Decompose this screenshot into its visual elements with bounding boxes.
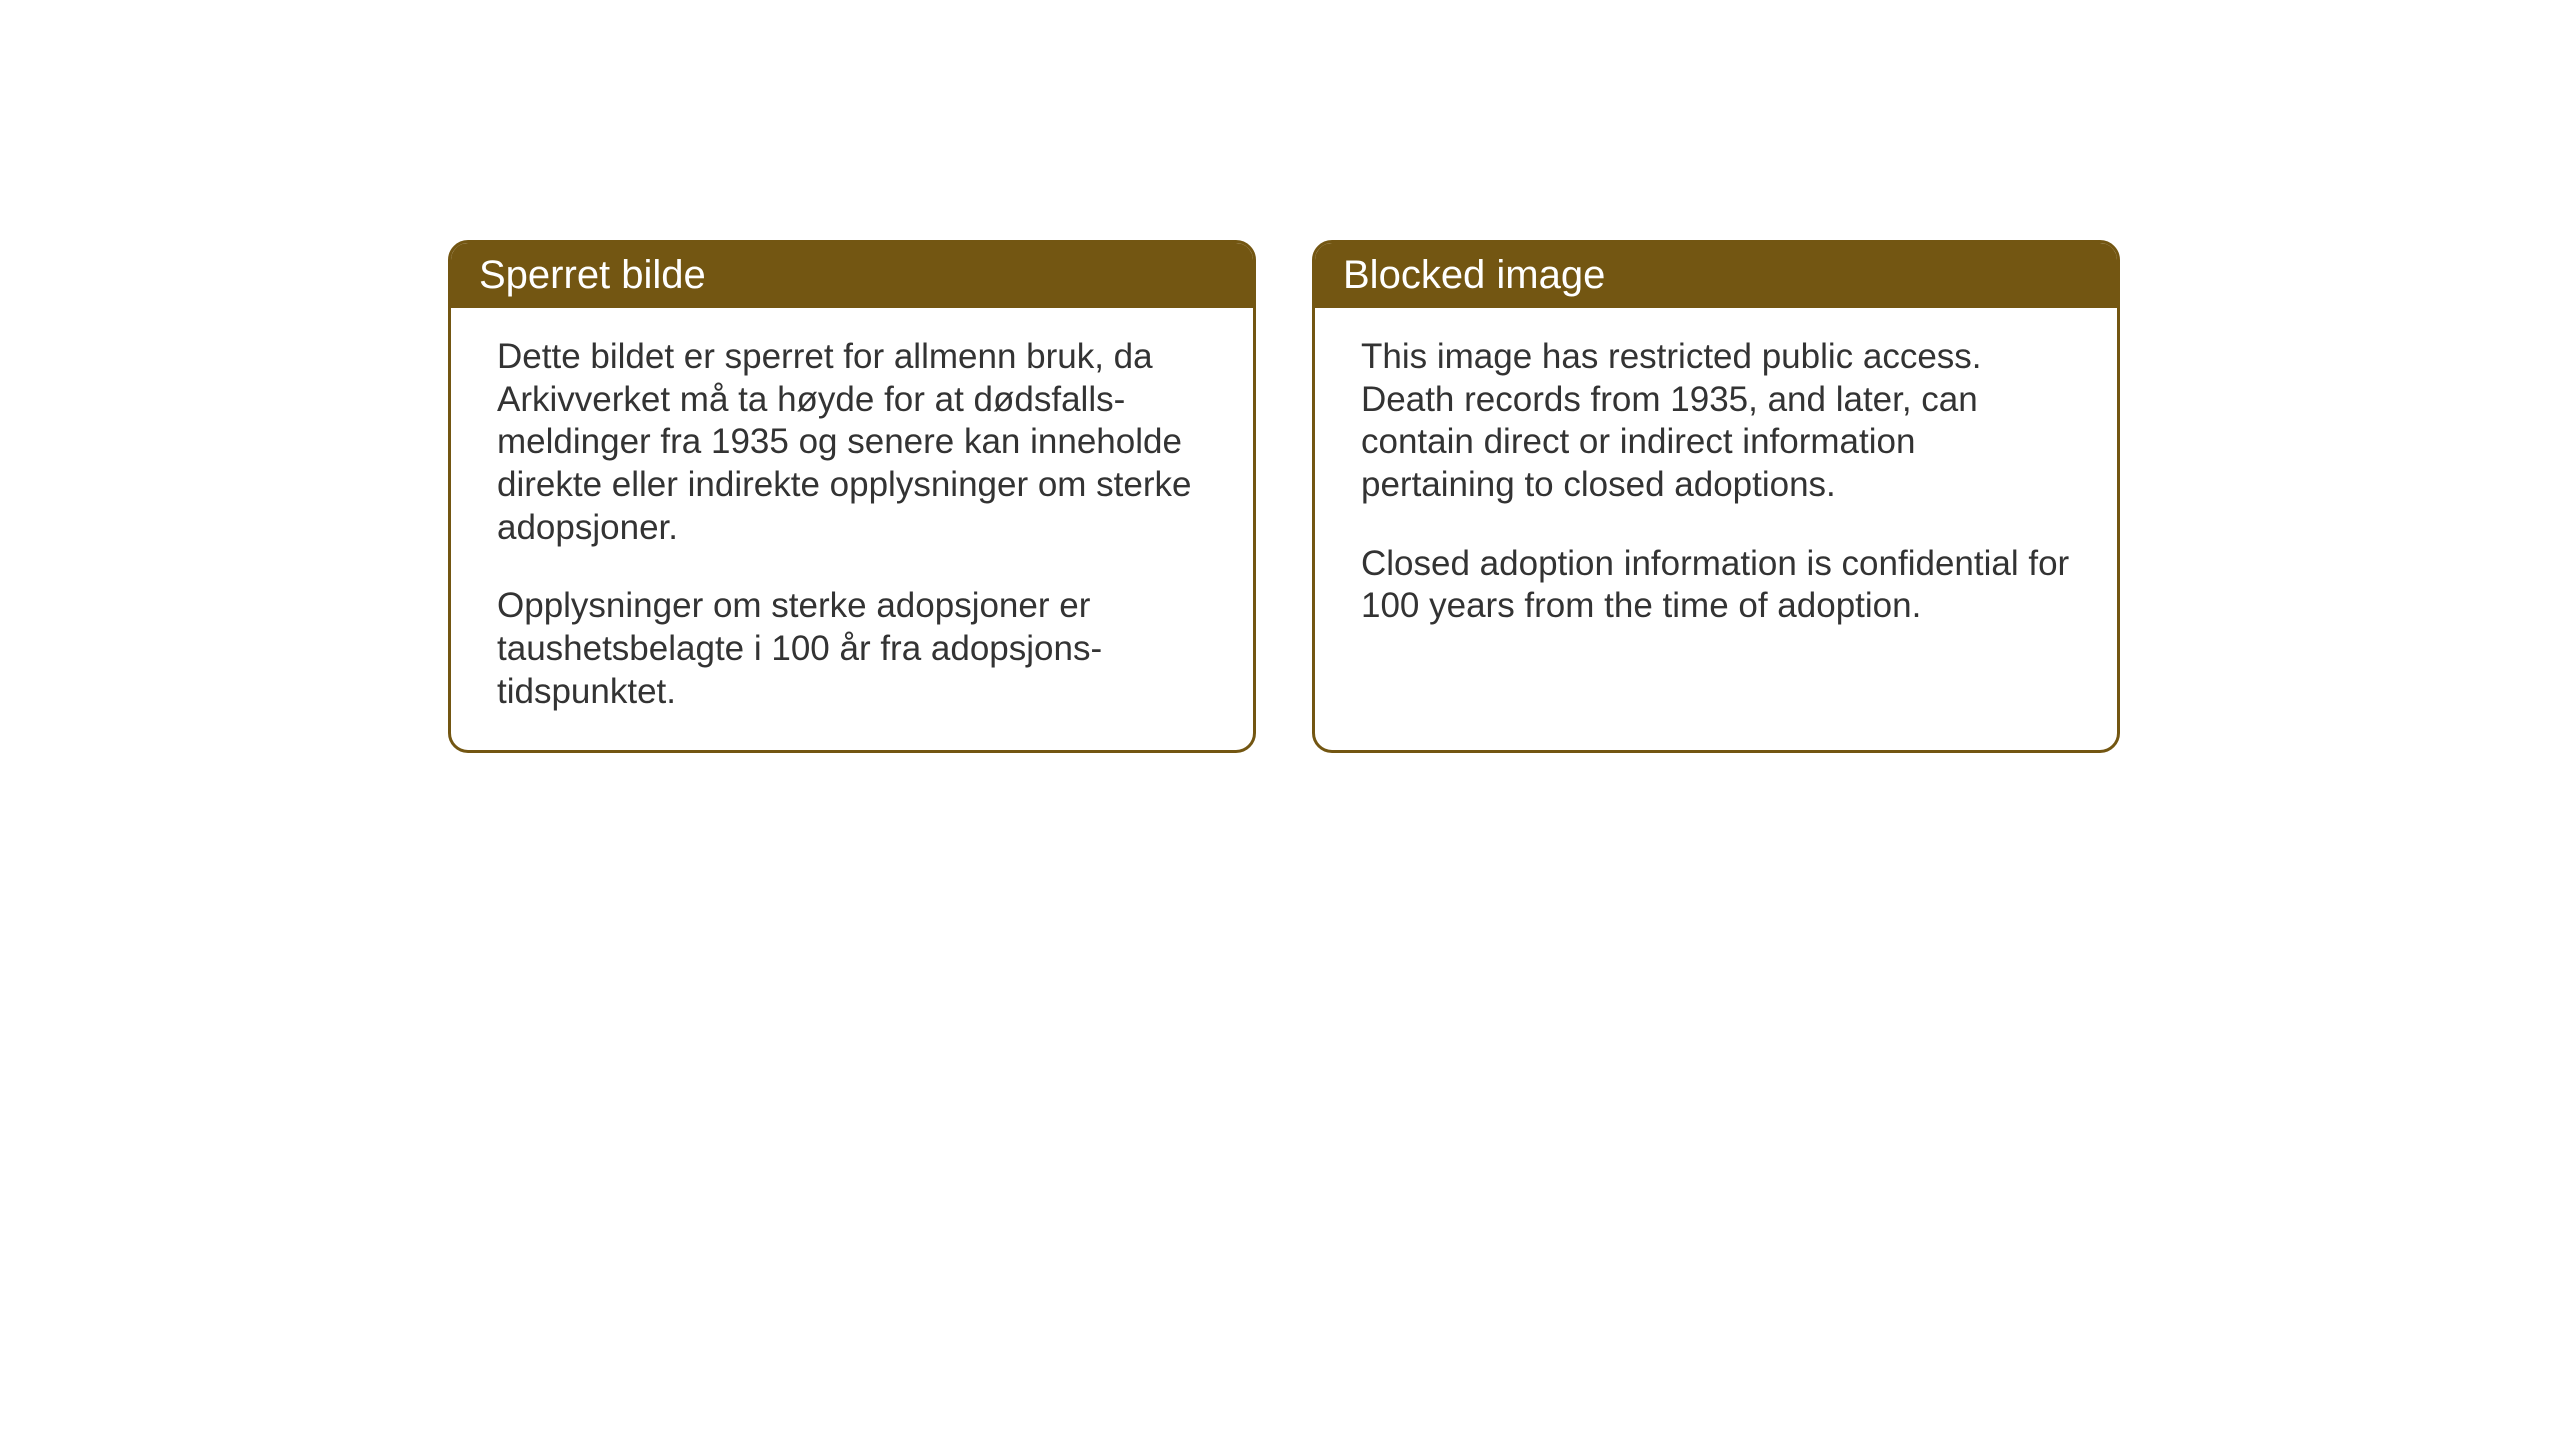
card-english-paragraph-2: Closed adoption information is confident…	[1361, 543, 2071, 628]
card-english-title: Blocked image	[1343, 253, 1605, 297]
card-english-body: This image has restricted public access.…	[1315, 308, 2117, 748]
card-english: Blocked image This image has restricted …	[1312, 240, 2120, 753]
card-norwegian-body: Dette bildet er sperret for allmenn bruk…	[451, 308, 1253, 750]
card-norwegian-title: Sperret bilde	[479, 253, 706, 297]
cards-container: Sperret bilde Dette bildet er sperret fo…	[448, 240, 2120, 753]
card-english-header: Blocked image	[1315, 243, 2117, 308]
card-english-paragraph-1: This image has restricted public access.…	[1361, 336, 2071, 507]
card-norwegian: Sperret bilde Dette bildet er sperret fo…	[448, 240, 1256, 753]
card-norwegian-header: Sperret bilde	[451, 243, 1253, 308]
card-norwegian-paragraph-1: Dette bildet er sperret for allmenn bruk…	[497, 336, 1207, 549]
card-norwegian-paragraph-2: Opplysninger om sterke adopsjoner er tau…	[497, 585, 1207, 713]
